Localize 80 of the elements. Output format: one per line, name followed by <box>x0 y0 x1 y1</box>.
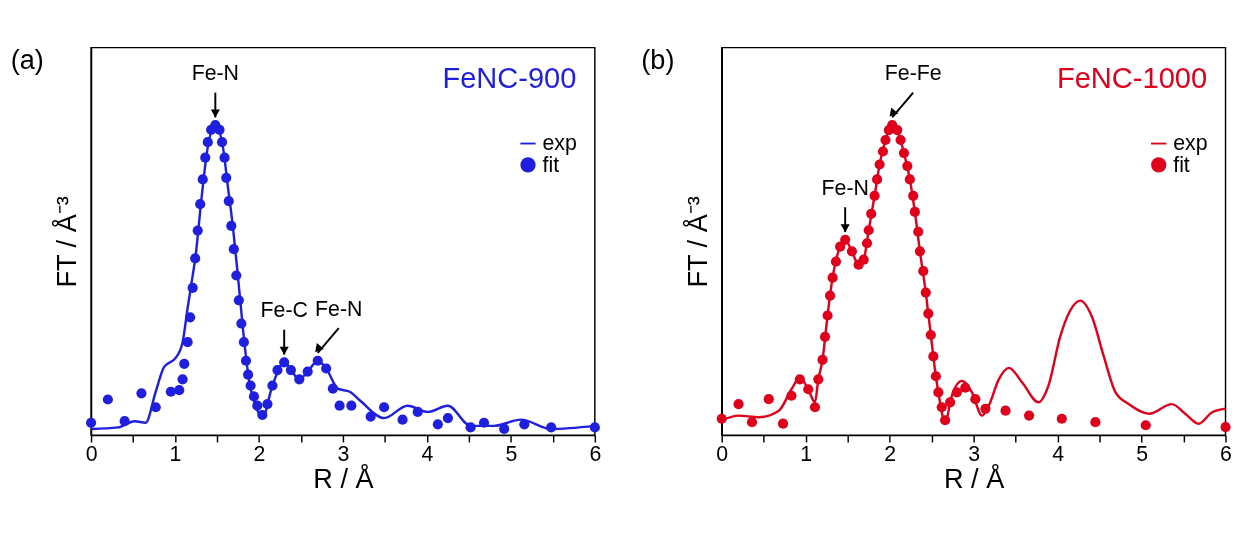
legend-title: FeNC-1000 <box>1056 62 1208 95</box>
point <box>813 374 824 385</box>
point <box>1056 413 1067 424</box>
point <box>830 256 842 267</box>
point <box>846 246 857 257</box>
point <box>872 174 883 185</box>
point <box>918 266 929 277</box>
point <box>877 146 889 157</box>
y-axis-title: FT / Å⁻³ <box>51 196 83 288</box>
point <box>1000 405 1011 416</box>
point <box>913 226 924 237</box>
point <box>733 399 744 410</box>
x-tick-label: 5 <box>1136 441 1148 466</box>
point <box>763 394 774 405</box>
point <box>716 413 727 424</box>
point <box>794 374 805 385</box>
point <box>824 290 836 301</box>
point <box>880 134 891 146</box>
point <box>892 125 903 136</box>
point <box>1023 410 1035 421</box>
x-tick-label: 6 <box>589 441 602 466</box>
x-tick-label: 1 <box>800 441 813 466</box>
point <box>863 225 874 236</box>
point <box>908 190 919 201</box>
point <box>1140 420 1151 431</box>
point <box>925 329 936 341</box>
annotation: Fe-C <box>260 298 308 323</box>
point <box>786 390 797 401</box>
point <box>869 190 880 201</box>
x-tick-label: 2 <box>253 441 266 466</box>
point <box>933 387 944 398</box>
point <box>960 382 971 393</box>
point <box>1220 422 1231 433</box>
point <box>902 160 913 172</box>
point <box>936 402 947 413</box>
annotation: Fe-N <box>191 60 239 85</box>
x-tick-label: 0 <box>716 441 729 466</box>
point <box>951 387 962 398</box>
x-tick-label: 4 <box>421 441 434 466</box>
x-tick-label: 4 <box>1052 441 1065 466</box>
point <box>827 272 838 283</box>
point <box>866 208 877 219</box>
point <box>803 384 814 395</box>
point <box>777 418 789 429</box>
point <box>930 371 941 382</box>
x-tick-label: 2 <box>884 441 897 466</box>
chart-title: (a) <box>10 43 44 75</box>
point <box>914 246 925 257</box>
annotation: Fe-N <box>315 296 363 321</box>
point <box>840 234 851 245</box>
annotation: Fe-N <box>821 175 869 200</box>
point <box>898 147 910 159</box>
point <box>895 134 906 146</box>
y-axis-title: FT / Å⁻³ <box>681 196 713 288</box>
point <box>940 415 951 426</box>
point <box>822 310 833 321</box>
chart-title: (b) <box>641 43 675 75</box>
point <box>861 238 873 249</box>
x-tick-label: 5 <box>505 441 518 466</box>
point <box>904 174 915 185</box>
point <box>874 159 885 170</box>
point <box>746 417 758 428</box>
x-tick-label: 6 <box>1220 441 1232 466</box>
point <box>858 254 869 265</box>
point <box>923 308 934 319</box>
point <box>1090 417 1101 428</box>
point <box>980 403 991 414</box>
point <box>817 354 828 365</box>
point <box>970 394 981 405</box>
x-tick-label: 0 <box>85 441 98 466</box>
point <box>909 206 920 218</box>
x-tick-label: 1 <box>169 441 182 466</box>
point <box>835 241 846 252</box>
point <box>945 397 956 408</box>
annotation: Fe-Fe <box>884 60 942 85</box>
point <box>928 351 939 362</box>
point <box>920 287 931 298</box>
point <box>809 402 821 413</box>
point <box>819 331 831 342</box>
legend-title: FeNC-900 <box>442 62 577 95</box>
